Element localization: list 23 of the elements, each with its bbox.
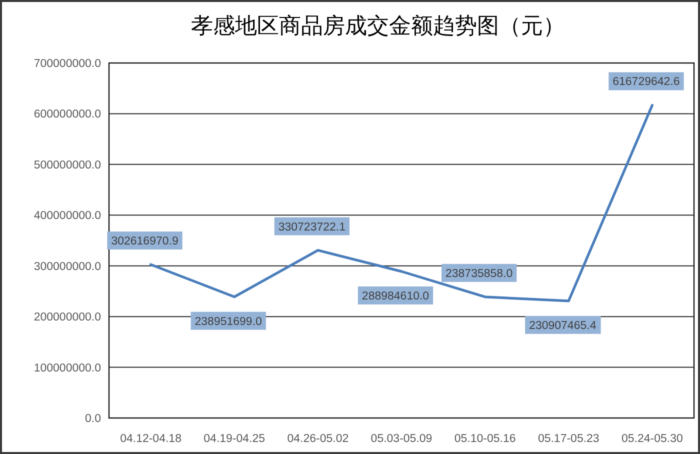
x-tick-label: 04.19-04.25	[204, 433, 266, 445]
data-label: 230907465.4	[529, 320, 597, 332]
x-tick-label: 05.24-05.30	[622, 433, 683, 445]
y-tick-label: 300000000.0	[34, 260, 101, 273]
data-label: 616729642.6	[612, 76, 680, 88]
y-tick-label: 0.0	[85, 413, 101, 425]
data-label: 238951699.0	[194, 316, 262, 328]
y-tick-label: 400000000.0	[34, 210, 101, 222]
x-tick-label: 05.10-05.16	[454, 433, 516, 445]
y-tick-label: 700000000.0	[34, 58, 101, 70]
x-tick-label: 05.03-05.09	[370, 433, 432, 445]
data-label: 302616970.9	[111, 236, 178, 248]
y-tick-label: 600000000.0	[34, 108, 101, 121]
y-tick-label: 100000000.0	[34, 362, 101, 374]
x-tick-label: 04.12-04.18	[120, 433, 182, 445]
x-tick-label: 04.26-05.02	[287, 433, 349, 445]
data-label: 330723722.1	[278, 221, 346, 234]
y-tick-label: 500000000.0	[34, 159, 101, 172]
data-label: 238735858.0	[445, 268, 513, 280]
y-tick-label: 200000000.0	[34, 312, 101, 324]
chart-title: 孝感地区商品房成交金额趋势图（元）	[191, 13, 565, 38]
x-tick-label: 05.17-05.23	[538, 433, 600, 445]
data-label: 288984610.0	[362, 290, 430, 302]
